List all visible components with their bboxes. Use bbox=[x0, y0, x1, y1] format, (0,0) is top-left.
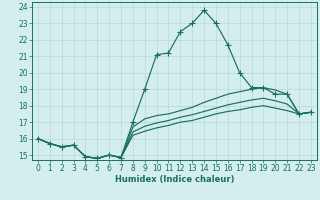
X-axis label: Humidex (Indice chaleur): Humidex (Indice chaleur) bbox=[115, 175, 234, 184]
